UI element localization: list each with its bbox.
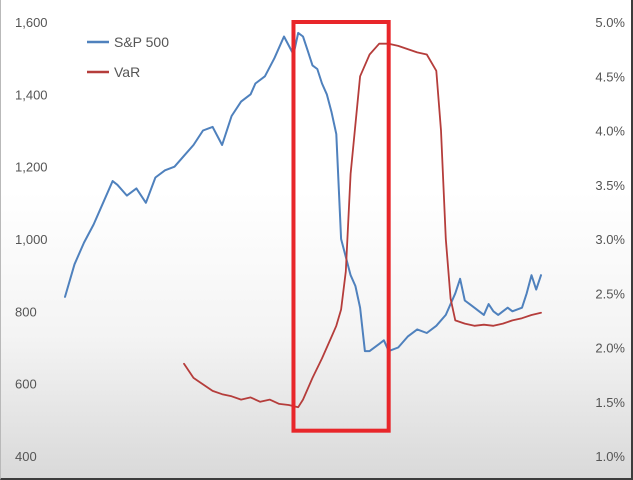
- left-tick-label: 1,400: [15, 87, 48, 102]
- right-tick-label: 4.0%: [595, 124, 625, 139]
- right-tick-label: 2.0%: [595, 341, 625, 356]
- sp500-line: [64, 31, 542, 353]
- left-tick-label: 1,600: [15, 15, 48, 30]
- right-tick-label: 1.5%: [595, 395, 625, 410]
- left-tick-label: 1,200: [15, 160, 48, 175]
- right-tick-label: 4.5%: [595, 69, 625, 84]
- left-tick-label: 1,000: [15, 232, 48, 247]
- series-layer: [64, 31, 542, 409]
- right-tick-label: 5.0%: [595, 15, 625, 30]
- right-tick-label: 3.5%: [595, 178, 625, 193]
- left-tick-label: 800: [15, 304, 37, 319]
- legend: S&P 500 VaR: [87, 34, 169, 80]
- left-tick-label: 600: [15, 377, 37, 392]
- legend-label: VaR: [114, 64, 140, 80]
- left-tick-label: 400: [15, 449, 37, 464]
- annotation-layer: [291, 20, 391, 433]
- right-tick-label: 2.5%: [595, 286, 625, 301]
- var-line: [183, 42, 542, 409]
- highlight-rectangle: [291, 20, 391, 433]
- right-tick-label: 1.0%: [595, 449, 625, 464]
- right-tick-label: 3.0%: [595, 232, 625, 247]
- right-axis-ticks: 1.0% 1.5% 2.0% 2.5% 3.0% 3.5% 4.0% 4.5% 5.0%: [595, 15, 625, 464]
- legend-label: S&P 500: [114, 34, 169, 50]
- left-axis-ticks: 400 600 800 1,000 1,200 1,400 1,600: [15, 15, 48, 464]
